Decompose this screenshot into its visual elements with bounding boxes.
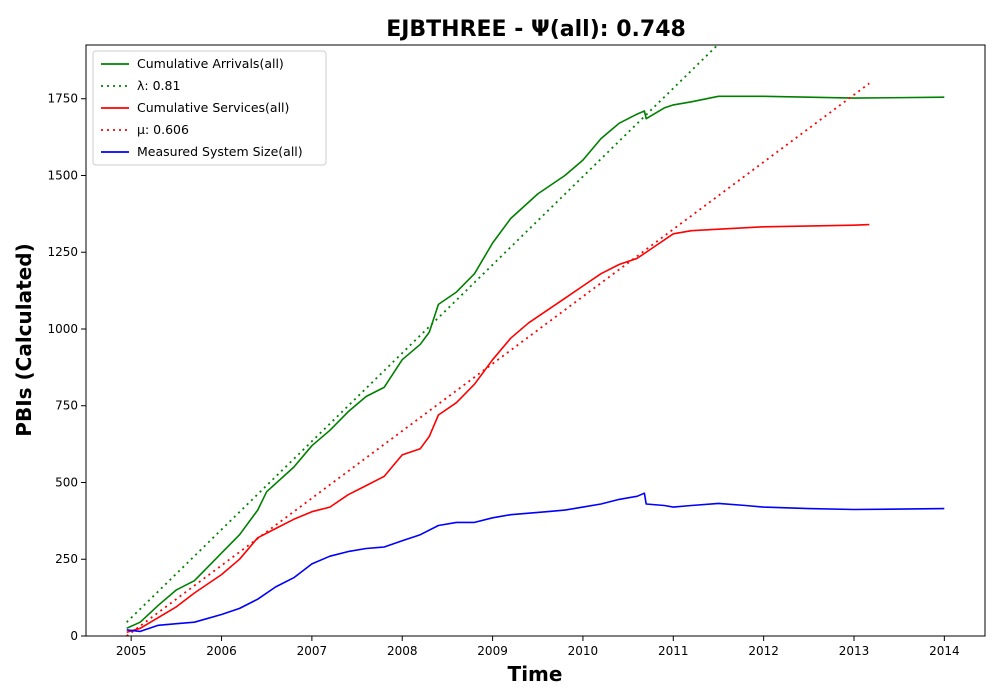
legend-label: Cumulative Services(all) — [137, 100, 289, 115]
x-tick-label: 2012 — [748, 644, 779, 658]
chart-title: EJBTHREE - Ψ(all): 0.748 — [386, 17, 686, 42]
series-line-3 — [126, 223, 870, 634]
y-tick-label: 500 — [55, 475, 78, 489]
legend-label: Measured System Size(all) — [137, 144, 303, 159]
y-tick-label: 1000 — [47, 322, 78, 336]
series-line-4 — [126, 82, 870, 636]
x-tick-label: 2011 — [658, 644, 689, 658]
legend-label: μ: 0.606 — [137, 122, 189, 137]
x-tick-label: 2009 — [477, 644, 508, 658]
legend-label: λ: 0.81 — [137, 78, 180, 93]
series-line-5 — [126, 492, 945, 633]
y-tick-label: 750 — [55, 399, 78, 413]
x-tick-label: 2006 — [206, 644, 237, 658]
y-tick-label: 1250 — [47, 245, 78, 259]
y-tick-label: 250 — [55, 552, 78, 566]
legend-box — [92, 50, 327, 166]
x-tick-label: 2007 — [297, 644, 328, 658]
legend-label: Cumulative Arrivals(all) — [137, 56, 284, 71]
series-line-1 — [126, 95, 945, 630]
y-tick-label: 1750 — [47, 92, 78, 106]
y-tick-label: 0 — [70, 629, 78, 643]
x-tick-label: 2014 — [929, 644, 960, 658]
x-axis-label: Time — [508, 662, 563, 686]
x-tick-label: 2010 — [568, 644, 599, 658]
x-axis: 2005 2006 2007 2008 2009 2010 2011 2012 2013 2014 — [116, 636, 960, 658]
legend: Cumulative Arrivals(all) λ: 0.81 Cumulativ… — [92, 50, 327, 166]
y-tick-label: 1500 — [47, 168, 78, 182]
plot-frame — [85, 44, 986, 637]
y-axis-label: PBIs (Calculated) — [12, 243, 36, 436]
x-tick-label: 2005 — [116, 644, 147, 658]
plot-area — [85, 44, 986, 637]
y-axis: 0 250 500 750 1000 1250 1500 1750 — [47, 92, 86, 643]
x-tick-label: 2013 — [839, 644, 870, 658]
x-tick-label: 2008 — [387, 644, 418, 658]
